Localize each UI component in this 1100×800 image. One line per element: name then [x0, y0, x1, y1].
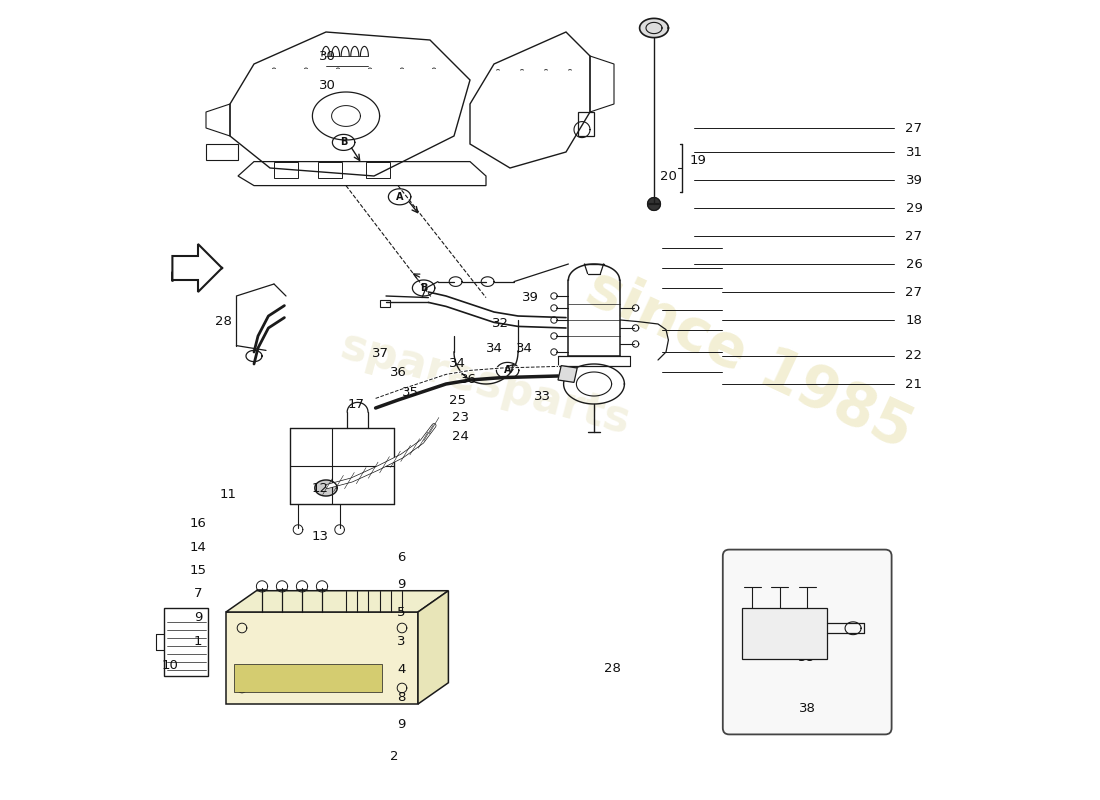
- Text: since 1985: since 1985: [578, 259, 922, 461]
- Text: 19: 19: [690, 154, 706, 166]
- Text: B: B: [340, 138, 348, 147]
- Text: 9: 9: [194, 611, 202, 624]
- Polygon shape: [648, 198, 660, 210]
- Polygon shape: [315, 480, 338, 496]
- Polygon shape: [173, 244, 222, 292]
- Text: 39: 39: [522, 291, 539, 304]
- Text: 36: 36: [389, 366, 406, 378]
- Text: 24: 24: [452, 430, 469, 442]
- Polygon shape: [238, 623, 246, 633]
- Text: 12: 12: [311, 482, 328, 494]
- Text: 2: 2: [389, 750, 398, 762]
- Text: 22: 22: [905, 350, 923, 362]
- Text: 38: 38: [798, 651, 814, 664]
- Text: 16: 16: [189, 517, 207, 530]
- Text: 34: 34: [485, 342, 503, 354]
- Text: 5: 5: [397, 606, 406, 618]
- Text: 9: 9: [397, 578, 406, 590]
- Text: 6: 6: [397, 551, 406, 564]
- Text: 29: 29: [905, 202, 923, 214]
- Text: 26: 26: [905, 258, 923, 270]
- Text: 9: 9: [397, 718, 406, 730]
- Text: sparesparts: sparesparts: [337, 325, 636, 443]
- Polygon shape: [397, 683, 407, 693]
- Text: 18: 18: [905, 314, 923, 326]
- Text: 39: 39: [905, 174, 923, 186]
- Text: 27: 27: [905, 230, 923, 242]
- Text: A: A: [504, 366, 512, 375]
- Text: 30: 30: [319, 79, 336, 92]
- Text: 30: 30: [319, 50, 336, 62]
- Text: 37: 37: [372, 347, 389, 360]
- Polygon shape: [558, 366, 578, 382]
- Text: 34: 34: [516, 342, 532, 354]
- Text: 27: 27: [905, 122, 923, 134]
- Text: 21: 21: [905, 378, 923, 390]
- Text: 4: 4: [397, 663, 406, 676]
- Text: 33: 33: [534, 390, 550, 402]
- Polygon shape: [639, 18, 669, 38]
- Bar: [234, 664, 382, 692]
- Text: 15: 15: [189, 564, 207, 577]
- Text: 8: 8: [397, 691, 406, 704]
- Polygon shape: [397, 623, 407, 633]
- Polygon shape: [226, 590, 449, 612]
- Text: 23: 23: [452, 411, 469, 424]
- Text: 32: 32: [492, 317, 509, 330]
- Text: A: A: [396, 192, 404, 202]
- Polygon shape: [238, 683, 246, 693]
- Text: 28: 28: [604, 662, 620, 674]
- Text: B: B: [420, 283, 427, 293]
- Text: 27: 27: [905, 286, 923, 298]
- Text: 1: 1: [194, 635, 202, 648]
- Text: 25: 25: [450, 394, 466, 406]
- Text: 28: 28: [216, 315, 232, 328]
- Text: 3: 3: [397, 635, 406, 648]
- Text: 17: 17: [348, 398, 364, 410]
- Text: 14: 14: [189, 541, 207, 554]
- Polygon shape: [226, 612, 418, 704]
- Text: 11: 11: [220, 488, 236, 501]
- Text: 20: 20: [660, 170, 676, 182]
- Text: 10: 10: [162, 659, 178, 672]
- Text: 31: 31: [905, 146, 923, 158]
- Text: 36: 36: [460, 373, 476, 386]
- Polygon shape: [741, 608, 826, 659]
- Text: 7: 7: [194, 587, 202, 600]
- Text: 35: 35: [402, 386, 418, 398]
- Text: 13: 13: [311, 530, 328, 542]
- Polygon shape: [418, 590, 449, 704]
- FancyBboxPatch shape: [723, 550, 892, 734]
- Text: 34: 34: [449, 358, 465, 370]
- Text: 38: 38: [799, 702, 815, 714]
